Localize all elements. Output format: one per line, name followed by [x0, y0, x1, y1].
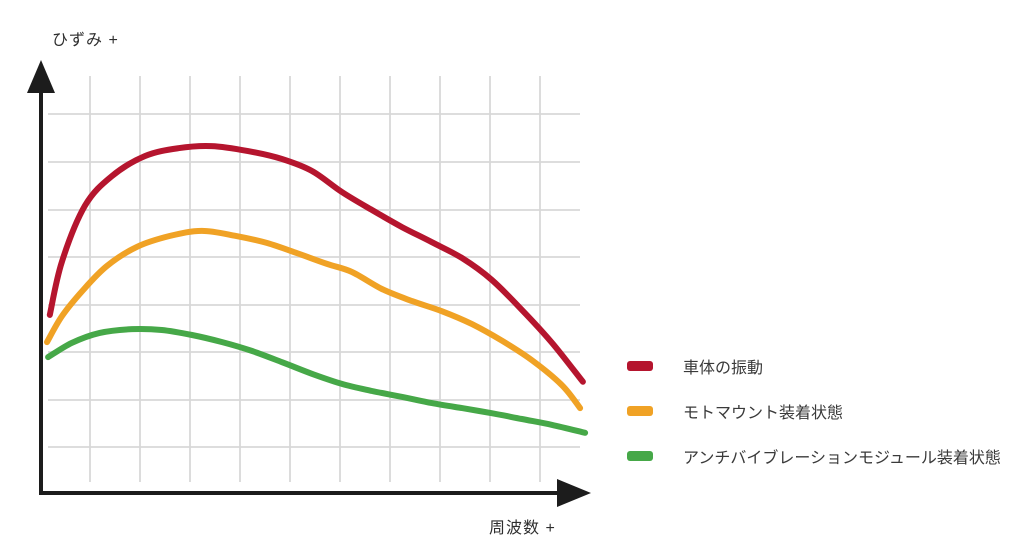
legend-label: モトマウント装着状態 [683, 404, 844, 422]
curve-anti-vibration-module [45, 325, 589, 436]
legend-label: アンチバイブレーションモジュール装着状態 [683, 449, 1001, 467]
legend-item-body-vibration: 車体の振動 [627, 343, 1001, 388]
legend: 車体の振動 モトマウント装着状態 アンチバイブレーションモジュール装着状態 [627, 343, 1001, 478]
curve-moto-mount [44, 227, 584, 412]
legend-label: 車体の振動 [683, 359, 764, 377]
axes [39, 86, 559, 495]
legend-item-anti-vibration-module: アンチバイブレーションモジュール装着状態 [627, 433, 1001, 478]
plot-area [27, 60, 591, 507]
x-axis-arrow-icon [557, 479, 591, 507]
y-axis-label: ひずみ + [52, 32, 119, 49]
legend-swatch-green-icon [627, 450, 653, 461]
y-axis-arrow-icon [27, 60, 55, 93]
legend-swatch-red-icon [627, 360, 653, 371]
legend-item-moto-mount: モトマウント装着状態 [627, 388, 1001, 433]
x-axis-label: 周波数 + [489, 520, 556, 537]
curve-body-vibration [46, 142, 586, 385]
grid-lines [48, 76, 580, 482]
legend-swatch-orange-icon [627, 405, 653, 416]
